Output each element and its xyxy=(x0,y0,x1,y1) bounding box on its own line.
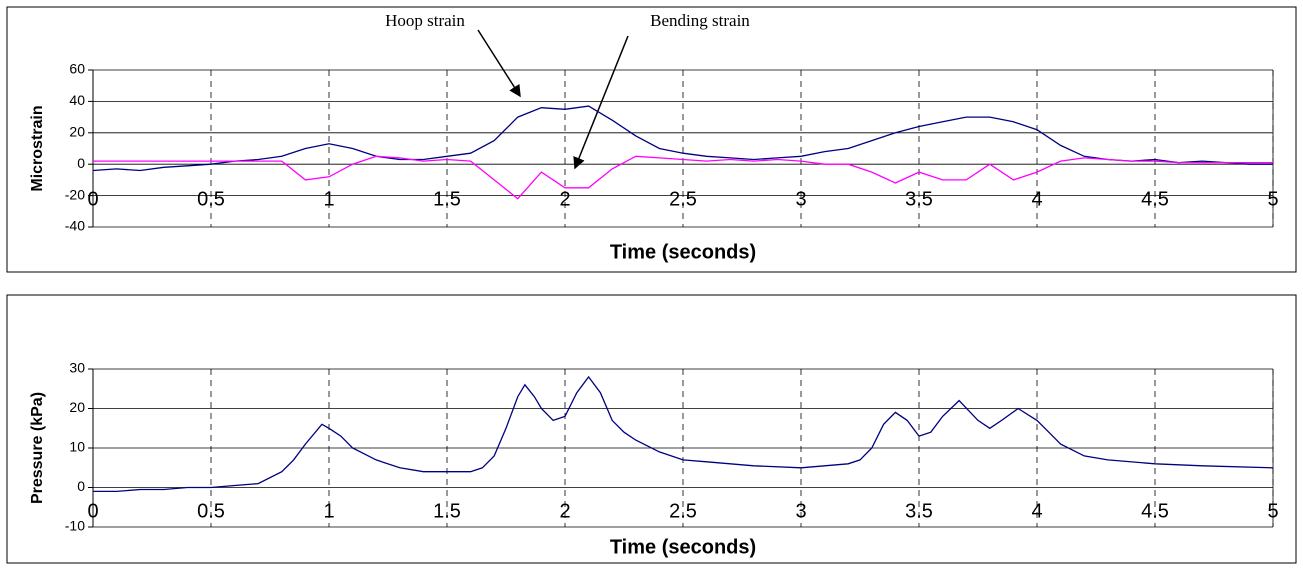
y-tick-label: 60 xyxy=(69,61,85,77)
x-tick-label: 3 xyxy=(795,188,806,210)
x-tick-label: 4 xyxy=(1031,500,1042,522)
x-tick-label: 1.5 xyxy=(433,188,461,210)
chart-frame xyxy=(6,294,1297,564)
y-tick-label: 20 xyxy=(69,124,85,140)
x-axis-label: Time (seconds) xyxy=(610,241,756,263)
annotation-arrow xyxy=(573,35,629,170)
x-tick-label: 2 xyxy=(559,500,570,522)
data-line xyxy=(93,155,1273,200)
y-tick-label: 10 xyxy=(69,439,85,455)
x-tick-label: 1.5 xyxy=(433,500,461,522)
x-tick-label: 4 xyxy=(1031,188,1042,210)
x-tick-label: 1 xyxy=(323,188,334,210)
y-tick-label: 0 xyxy=(77,478,85,494)
y-tick-label: -20 xyxy=(65,186,85,202)
y-tick-label: 0 xyxy=(77,155,85,171)
y-tick-label: 30 xyxy=(69,360,85,376)
x-tick-label: 2.5 xyxy=(669,188,697,210)
x-tick-label: 0.5 xyxy=(197,188,225,210)
annotation: Hoop strain xyxy=(385,11,465,30)
annotation-arrow xyxy=(477,29,521,98)
chart-frame xyxy=(6,6,1297,273)
x-tick-label: 4.5 xyxy=(1141,188,1169,210)
y-tick-label: -10 xyxy=(65,518,85,534)
data-line xyxy=(92,105,1273,172)
x-tick-label: 0.5 xyxy=(197,500,225,522)
x-tick-label: 3.5 xyxy=(905,188,933,210)
annotation: Bending strain xyxy=(650,11,750,30)
x-tick-label: 1 xyxy=(323,500,334,522)
y-axis-label: Microstrain xyxy=(29,105,46,191)
x-tick-label: 3.5 xyxy=(905,500,933,522)
x-axis-label: Time (seconds) xyxy=(610,536,756,558)
y-axis-label: Pressure (kPa) xyxy=(29,392,46,504)
y-tick-label: 20 xyxy=(69,399,85,415)
x-tick-label: 4.5 xyxy=(1141,500,1169,522)
x-tick-label: 2.5 xyxy=(669,500,697,522)
y-tick-label: -40 xyxy=(65,218,85,234)
y-tick-label: 40 xyxy=(69,92,85,108)
data-line xyxy=(93,375,1274,493)
x-tick-label: 3 xyxy=(795,500,806,522)
x-tick-label: 2 xyxy=(559,188,570,210)
